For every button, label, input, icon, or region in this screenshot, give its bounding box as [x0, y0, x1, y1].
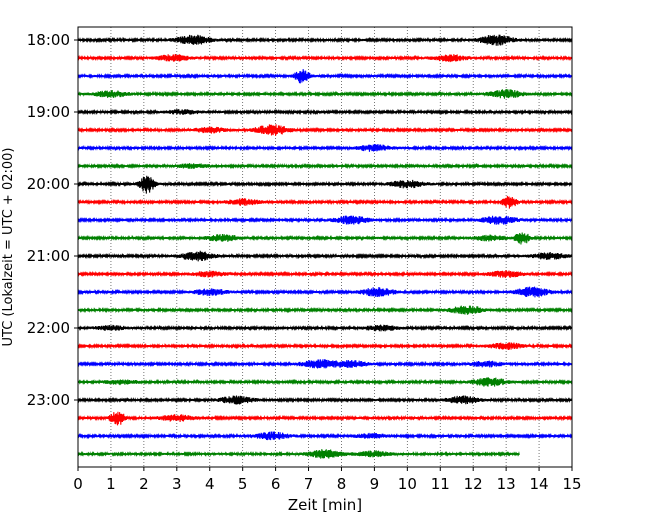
x-tick-label: 7 — [304, 475, 314, 493]
seismic-trace — [77, 53, 573, 63]
y-tick-label: 21:00 — [27, 247, 70, 265]
x-tick-label: 15 — [562, 475, 581, 493]
x-tick-label: 5 — [238, 475, 248, 493]
seismic-trace — [77, 89, 573, 99]
seismic-trace — [77, 270, 573, 279]
seismic-trace — [77, 108, 573, 116]
seismic-trace — [77, 195, 573, 209]
seismic-trace — [77, 342, 573, 350]
x-tick-label: 6 — [271, 475, 281, 493]
x-tick-label: 2 — [139, 475, 149, 493]
y-axis-ticks: 18:00 19:00 20:00 21:00 22:00 23:00 — [27, 31, 78, 409]
seismic-trace — [77, 377, 573, 387]
y-tick-label: 18:00 — [27, 31, 70, 49]
seismic-trace — [77, 324, 573, 332]
x-tick-label: 9 — [370, 475, 380, 493]
y-tick-label: 20:00 — [27, 175, 70, 193]
seismic-trace — [77, 359, 573, 369]
y-tick-label: 19:00 — [27, 103, 70, 121]
x-axis-label: Zeit [min] — [288, 496, 362, 514]
seismic-trace — [77, 305, 573, 315]
trace-group — [77, 34, 573, 459]
x-tick-label: 12 — [464, 475, 483, 493]
seismic-trace — [77, 250, 573, 262]
seismic-trace — [77, 175, 573, 194]
seismic-trace — [77, 34, 573, 46]
seismic-trace — [77, 215, 573, 225]
seismic-trace — [77, 431, 573, 441]
seismic-trace — [77, 449, 520, 459]
plot-frame — [77, 26, 573, 468]
seismic-trace — [77, 144, 573, 152]
y-tick-label: 22:00 — [27, 319, 70, 337]
x-tick-label: 13 — [497, 475, 516, 493]
seismic-trace — [77, 411, 573, 426]
x-tick-label: 10 — [398, 475, 417, 493]
seismic-trace — [77, 69, 573, 84]
x-tick-label: 3 — [172, 475, 182, 493]
seismic-trace — [77, 395, 573, 405]
seismic-trace — [77, 162, 573, 170]
y-tick-label: 23:00 — [27, 391, 70, 409]
grid-lines — [110, 27, 540, 467]
x-tick-label: 8 — [337, 475, 347, 493]
x-tick-label: 4 — [205, 475, 215, 493]
seismic-trace — [77, 286, 573, 298]
plot-background — [78, 27, 572, 467]
x-tick-label: 0 — [73, 475, 83, 493]
x-tick-label: 11 — [431, 475, 450, 493]
seismic-trace — [77, 124, 573, 136]
x-tick-label: 14 — [530, 475, 549, 493]
y-axis-label: UTC (Lokalzeit = UTC + 02:00) — [1, 148, 16, 347]
x-axis-ticks: 0 1 2 3 4 5 6 7 8 9 10 11 12 13 14 15 — [73, 467, 582, 493]
seismic-trace — [77, 232, 573, 245]
x-tick-label: 1 — [106, 475, 116, 493]
